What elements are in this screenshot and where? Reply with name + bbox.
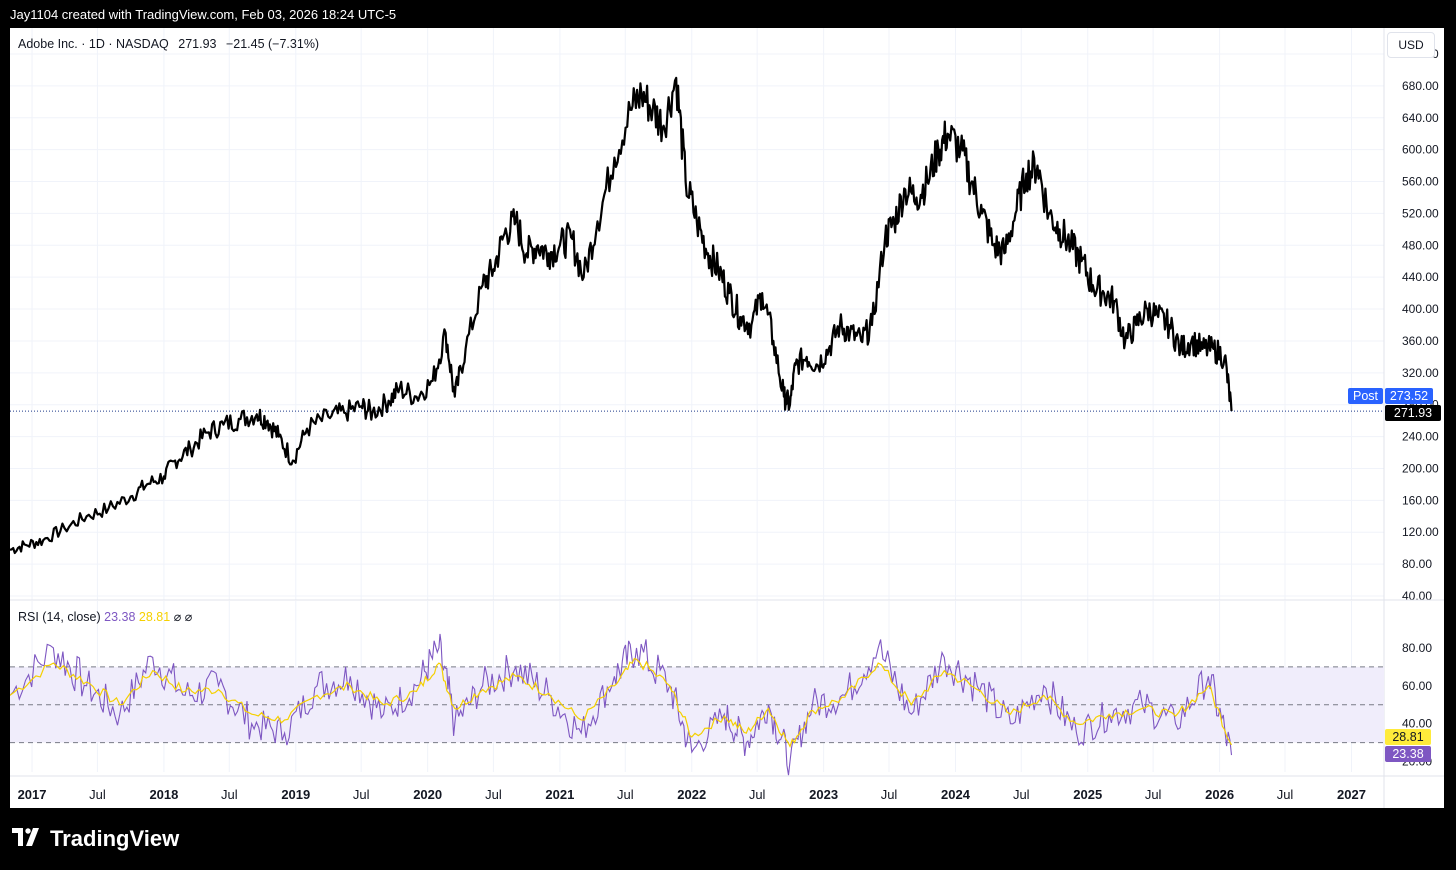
time-axis-label: 2024 — [941, 787, 971, 802]
price-axis-label: 680.00 — [1402, 79, 1439, 93]
tradingview-brand[interactable]: TradingView — [12, 826, 179, 852]
chart-credit: Jay1104 created with TradingView.com, Fe… — [10, 7, 397, 22]
last-price-tag: 271.93 — [1385, 405, 1441, 421]
time-axis-label: Jul — [221, 787, 238, 802]
price-axis-label: 80.00 — [1402, 557, 1432, 571]
time-axis-label: 2020 — [413, 787, 442, 802]
time-axis-label: Jul — [1145, 787, 1162, 802]
post-label-tag: Post — [1348, 388, 1384, 404]
price-change: −21.45 (−7.31%) — [225, 37, 320, 51]
time-axis-label: Jul — [1277, 787, 1294, 802]
post-price-tag: 273.52 — [1385, 388, 1433, 404]
price-axis-label: 240.00 — [1402, 430, 1439, 444]
rsi-source-icon[interactable]: ⌀ — [184, 610, 193, 624]
rsi-legend: RSI (14, close) 23.38 28.81 ⌀ ⌀ — [18, 609, 192, 624]
time-axis-label: Jul — [1013, 787, 1030, 802]
rsi-ma-tag: 28.81 — [1385, 729, 1431, 745]
time-axis-label: Jul — [89, 787, 106, 802]
price-axis-label: 400.00 — [1402, 302, 1439, 316]
rsi-settings-icon[interactable]: ⌀ — [173, 610, 182, 624]
rsi-value: 23.38 — [104, 610, 136, 624]
time-axis-label: 2026 — [1205, 787, 1234, 802]
time-axis-label: 2022 — [677, 787, 706, 802]
rsi-title[interactable]: RSI (14, close) — [18, 610, 101, 624]
time-axis-label: 2025 — [1073, 787, 1102, 802]
last-close: 271.93 — [178, 37, 217, 51]
price-axis-label: 560.00 — [1402, 175, 1439, 189]
rsi-axis-label: 80.00 — [1402, 641, 1432, 655]
price-axis-label: 440.00 — [1402, 270, 1439, 284]
time-axis-label: Jul — [353, 787, 370, 802]
brand-name: TradingView — [50, 826, 180, 851]
time-axis-label: Jul — [617, 787, 634, 802]
price-axis-label: 520.00 — [1402, 206, 1439, 220]
tradingview-logo-icon — [12, 826, 42, 852]
time-axis-label: Jul — [881, 787, 898, 802]
time-axis-label: 2018 — [149, 787, 178, 802]
time-axis-label: Jul — [485, 787, 502, 802]
symbol-title[interactable]: Adobe Inc. · 1D · NASDAQ — [18, 37, 169, 51]
rsi-ma-line — [10, 657, 1233, 748]
price-axis-label: 360.00 — [1402, 334, 1439, 348]
price-axis-label: 600.00 — [1402, 143, 1439, 157]
rsi-axis-label: 60.00 — [1402, 679, 1432, 693]
price-axis-label: 480.00 — [1402, 238, 1439, 252]
time-axis-label: 2023 — [809, 787, 838, 802]
price-axis-label: 40.00 — [1402, 589, 1432, 603]
rsi-ma-value: 28.81 — [138, 610, 171, 624]
time-axis-label: 2021 — [545, 787, 574, 802]
chart-svg[interactable]: 40.0080.00120.00160.00200.00240.00280.00… — [10, 28, 1444, 808]
time-axis-label: 2019 — [281, 787, 310, 802]
rsi-axis-label: 40.00 — [1402, 717, 1432, 731]
time-axis-label: 2027 — [1337, 787, 1366, 802]
price-line — [10, 76, 1233, 555]
chart-panel[interactable]: 40.0080.00120.00160.00200.00240.00280.00… — [10, 28, 1444, 808]
time-axis-label: Jul — [749, 787, 766, 802]
currency-button[interactable]: USD — [1387, 32, 1435, 58]
price-axis-label: 160.00 — [1402, 493, 1439, 507]
price-axis-label: 640.00 — [1402, 111, 1439, 125]
symbol-legend: Adobe Inc. · 1D · NASDAQ 271.93 −21.45 (… — [18, 37, 319, 51]
price-axis-label: 200.00 — [1402, 461, 1439, 475]
rsi-value-tag: 23.38 — [1385, 746, 1431, 762]
price-axis-label: 320.00 — [1402, 366, 1439, 380]
price-axis-label: 120.00 — [1402, 525, 1439, 539]
time-axis-label: 2017 — [18, 787, 47, 802]
